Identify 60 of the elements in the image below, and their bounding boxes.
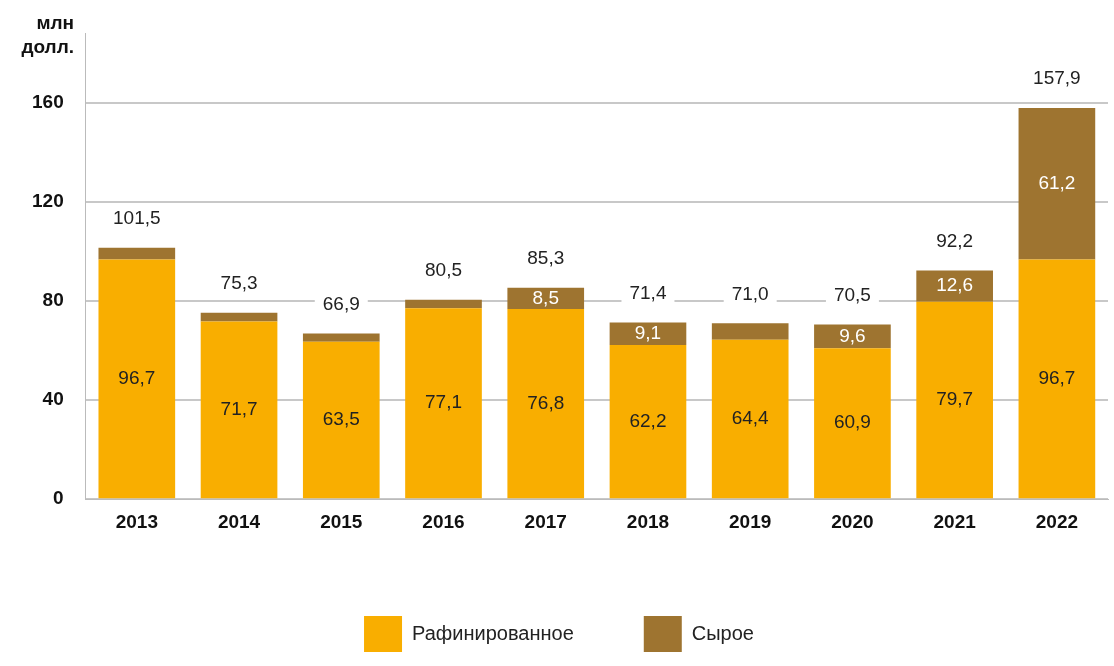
bar	[1018, 259, 1096, 499]
legend-label: Сырое	[691, 621, 754, 644]
y-axis-title: млн долл.	[21, 11, 74, 57]
x-tick-label: 2019	[729, 510, 772, 532]
legend-label: Рафинированное	[412, 621, 574, 644]
bar	[200, 312, 278, 322]
x-tick-label: 2014	[217, 510, 261, 532]
y-tick-label: 80	[42, 289, 64, 311]
total-label: 80,5	[425, 258, 462, 280]
data-label: 12,6	[936, 274, 974, 296]
total-label: 70,5	[833, 283, 871, 305]
data-label: 71,7	[220, 398, 258, 420]
data-label: 79,7	[936, 388, 974, 410]
bar	[1018, 107, 1096, 260]
total-label: 157,9	[1033, 67, 1081, 89]
total-label: 66,9	[322, 292, 360, 314]
data-label: 60,9	[833, 411, 871, 433]
x-tick-label: 2022	[1035, 510, 1079, 532]
y-tick-label: 160	[32, 91, 64, 113]
bar	[711, 339, 789, 499]
bar	[814, 348, 891, 499]
data-label: 63,5	[322, 408, 360, 430]
data-label: 9,6	[839, 324, 866, 346]
x-tick-label: 2015	[320, 510, 363, 532]
total-label: 75,3	[220, 271, 258, 293]
x-tick-label: 2013	[115, 510, 158, 532]
total-label: 71,0	[731, 282, 769, 304]
data-label: 64,4	[731, 407, 770, 429]
bar	[507, 308, 585, 499]
x-tick-label: 2021	[933, 510, 977, 532]
bar	[98, 259, 176, 499]
bar	[916, 270, 993, 302]
y-tick-label: 40	[42, 388, 64, 410]
total-label: 101,5	[113, 206, 161, 228]
y-tick-label: 120	[32, 190, 64, 212]
total-label: 71,4	[629, 281, 667, 303]
y-tick-label: 0	[53, 487, 64, 509]
bar	[200, 321, 278, 499]
bar	[711, 323, 789, 340]
total-label: 85,3	[527, 247, 565, 269]
bar	[98, 247, 176, 260]
bar	[609, 345, 687, 499]
data-label: 96,7	[118, 367, 156, 389]
data-label: 8,5	[532, 286, 559, 308]
data-label: 62,2	[629, 409, 667, 431]
bar	[405, 308, 482, 499]
total-label: 92,2	[936, 229, 974, 251]
x-tick-label: 2017	[524, 510, 567, 532]
x-tick-label: 2016	[422, 510, 465, 532]
data-label: 61,2	[1038, 172, 1076, 194]
data-label: 76,8	[527, 391, 565, 413]
data-label: 9,1	[634, 322, 662, 344]
x-tick-label: 2018	[626, 510, 670, 532]
bar	[916, 301, 993, 499]
data-label: 96,7	[1038, 367, 1076, 389]
bar	[405, 299, 482, 309]
bar	[302, 333, 380, 342]
x-tick-label: 2020	[831, 510, 874, 532]
bar	[302, 341, 380, 499]
data-label: 77,1	[425, 391, 462, 413]
